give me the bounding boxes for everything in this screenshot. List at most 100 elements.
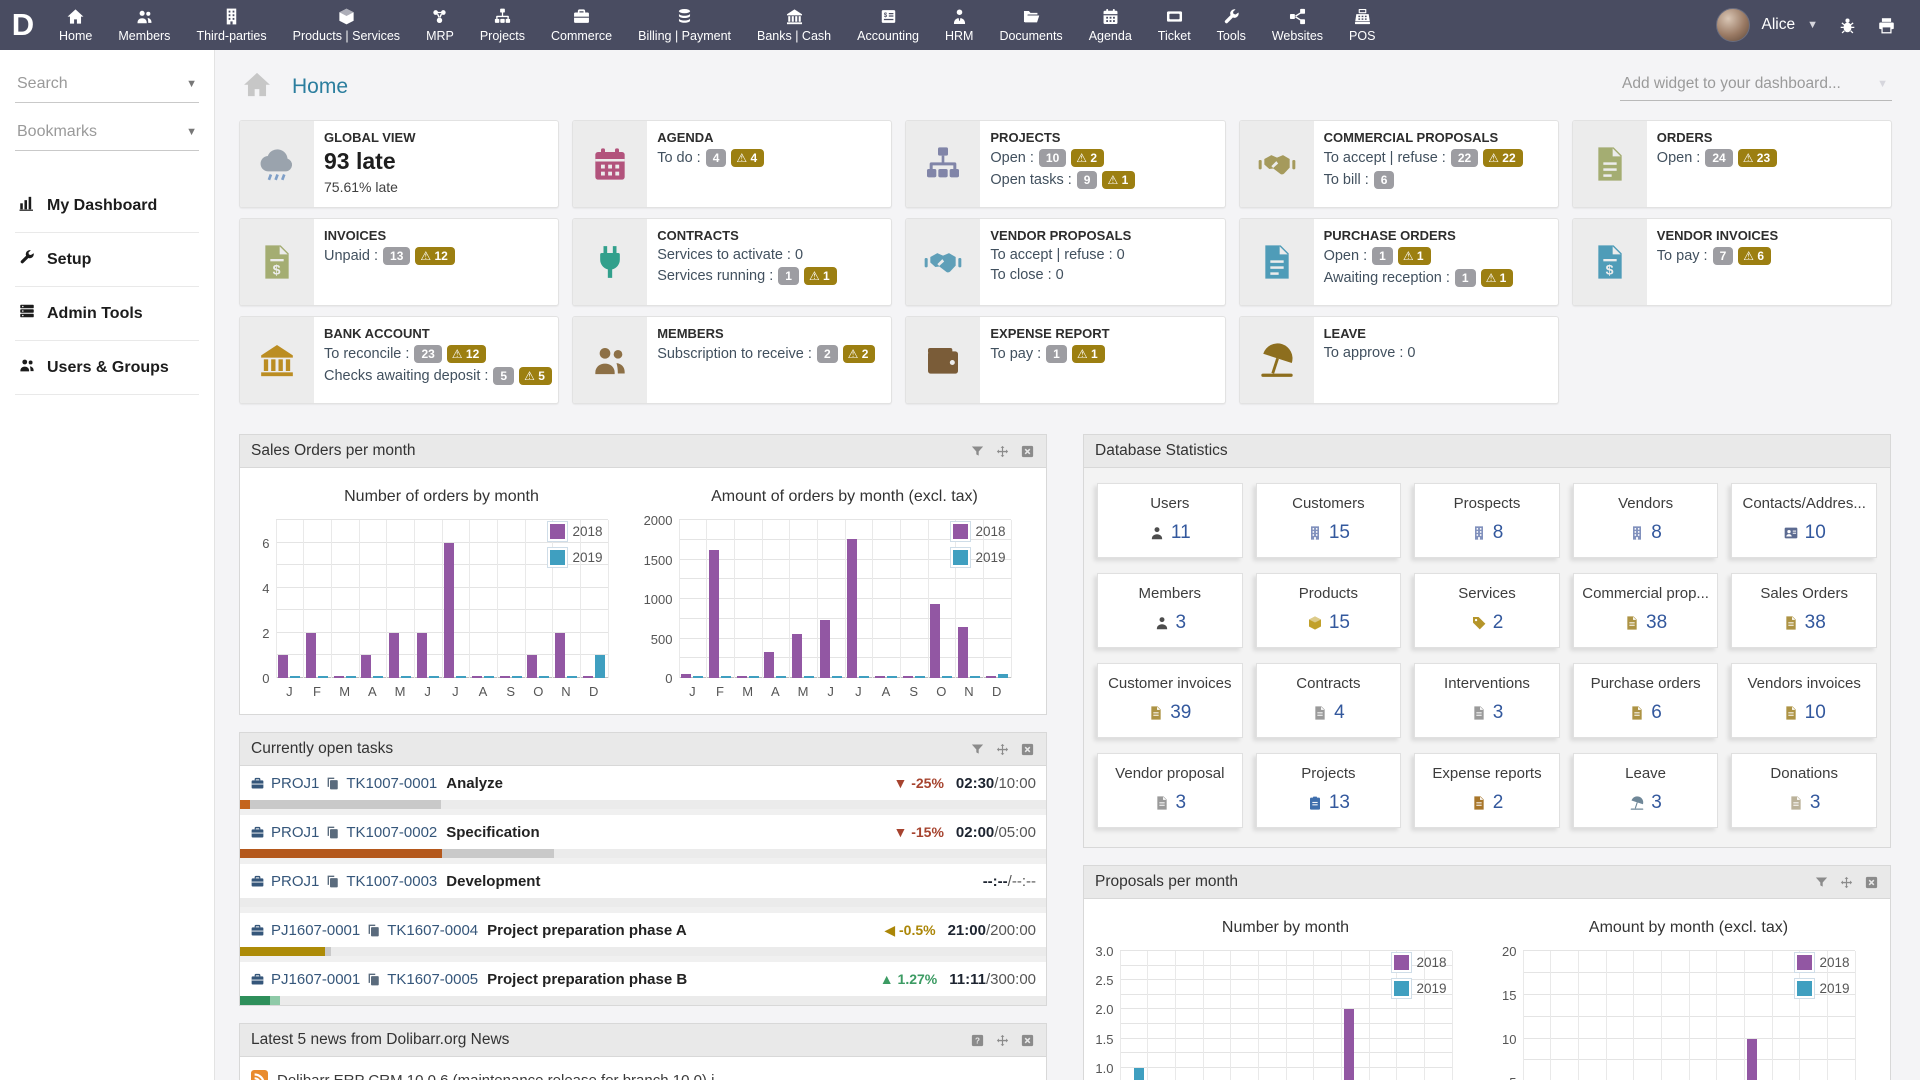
nav-item-mrp[interactable]: MRP — [413, 0, 467, 50]
warning-badge[interactable]: ⚠ 1 — [1480, 269, 1514, 287]
task-name[interactable]: Project preparation phase A — [487, 922, 687, 939]
nav-item-accounting[interactable]: $ Accounting — [844, 0, 932, 50]
task-project-link[interactable]: PJ1607-0001 — [271, 971, 361, 988]
sidebar-item-users-groups[interactable]: Users & Groups — [15, 341, 199, 395]
warning-badge[interactable]: ⚠ 2 — [842, 345, 876, 363]
search-input[interactable]: Search ▼ — [15, 70, 199, 103]
stat-contracts[interactable]: Contracts 4 — [1255, 663, 1402, 738]
printer-icon[interactable] — [1877, 16, 1896, 35]
stat-services[interactable]: Services 2 — [1414, 573, 1560, 648]
nav-item-hrm[interactable]: HRM — [932, 0, 986, 50]
user-avatar[interactable] — [1715, 8, 1750, 42]
user-menu-chevron-down-icon[interactable]: ▼ — [1807, 19, 1818, 31]
task-project-link[interactable]: PROJ1 — [271, 873, 320, 890]
kpi-purchase-orders[interactable]: PURCHASE ORDERS Open :1 ⚠ 1 Awaiting recept… — [1238, 218, 1559, 306]
nav-item-tools[interactable]: Tools — [1204, 0, 1259, 50]
nav-item-billing-payment[interactable]: Billing | Payment — [625, 0, 744, 50]
stat-members[interactable]: Members 3 — [1097, 573, 1243, 648]
stat-commercial-prop[interactable]: Commercial prop... 38 — [1572, 573, 1719, 648]
move-icon[interactable] — [995, 1033, 1010, 1048]
stat-customer-invoices[interactable]: Customer invoices 39 — [1097, 663, 1243, 738]
warning-badge[interactable]: ⚠ 4 — [731, 149, 765, 167]
warning-badge[interactable]: ⚠ 6 — [1738, 247, 1772, 265]
stat-contacts-addres[interactable]: Contacts/Addres... 10 — [1731, 483, 1877, 558]
add-widget-select[interactable]: Add widget to your dashboard... ▼ — [1620, 73, 1892, 101]
stat-leave[interactable]: Leave 3 — [1572, 753, 1719, 828]
user-name[interactable]: Alice — [1761, 16, 1796, 33]
sidebar-item-admin-tools[interactable]: Admin Tools — [15, 287, 199, 341]
move-icon[interactable] — [1839, 875, 1854, 890]
kpi-global-view[interactable]: GLOBAL VIEW 93 late 75.61% late — [239, 120, 560, 208]
task-name[interactable]: Project preparation phase B — [487, 971, 688, 988]
count-badge[interactable]: 6 — [1373, 171, 1395, 189]
warning-badge[interactable]: ⚠ 2 — [1071, 149, 1105, 167]
task-ref-link[interactable]: TK1607-0005 — [387, 971, 479, 988]
kpi-leave[interactable]: LEAVE To approve : 0 — [1238, 316, 1559, 404]
count-badge[interactable]: 1 — [1046, 345, 1067, 363]
filter-icon[interactable] — [1814, 875, 1829, 890]
filter-icon[interactable] — [970, 444, 985, 459]
task-ref-link[interactable]: TK1607-0004 — [387, 922, 479, 939]
stat-donations[interactable]: Donations 3 — [1731, 753, 1877, 828]
stat-products[interactable]: Products 15 — [1255, 573, 1402, 648]
kpi-commercial-proposals[interactable]: COMMERCIAL PROPOSALS To accept | refuse :… — [1238, 120, 1559, 208]
count-badge[interactable]: 1 — [778, 267, 799, 285]
news-item-title[interactable]: Dolibarr ERP CRM 10.0.6 (maintenance rel… — [277, 1072, 714, 1080]
nav-item-members[interactable]: Members — [105, 0, 183, 50]
stat-purchase-orders[interactable]: Purchase orders 6 — [1572, 663, 1719, 738]
kpi-members[interactable]: MEMBERS Subscription to receive :2 ⚠ 2 — [572, 316, 893, 404]
count-badge[interactable]: 24 — [1705, 149, 1733, 167]
bug-icon[interactable] — [1838, 16, 1857, 35]
kpi-orders[interactable]: ORDERS Open :24 ⚠ 23 — [1571, 120, 1892, 208]
nav-item-home[interactable]: Home — [46, 0, 105, 50]
stat-sales-orders[interactable]: Sales Orders 38 — [1731, 573, 1877, 648]
stat-expense-reports[interactable]: Expense reports 2 — [1414, 753, 1560, 828]
task-ref-link[interactable]: TK1007-0003 — [346, 873, 438, 890]
count-badge[interactable]: 2 — [816, 345, 838, 363]
help-icon[interactable]: ? — [970, 1033, 985, 1048]
warning-badge[interactable]: ⚠ 12 — [446, 345, 487, 363]
kpi-contracts[interactable]: CONTRACTS Services to activate : 0 Service… — [572, 218, 893, 306]
bookmarks-input[interactable]: Bookmarks ▼ — [15, 118, 199, 151]
count-badge[interactable]: 4 — [705, 149, 727, 167]
nav-item-projects[interactable]: Projects — [467, 0, 538, 50]
app-logo[interactable]: D — [11, 7, 35, 42]
count-badge[interactable]: 23 — [414, 345, 442, 363]
task-project-link[interactable]: PROJ1 — [271, 824, 320, 841]
warning-badge[interactable]: ⚠ 22 — [1483, 149, 1523, 167]
close-icon[interactable] — [1020, 444, 1035, 459]
nav-item-banks-cash[interactable]: Banks | Cash — [744, 0, 844, 50]
kpi-expense-report[interactable]: EXPENSE REPORT To pay :1 ⚠ 1 — [905, 316, 1226, 404]
move-icon[interactable] — [995, 742, 1010, 757]
count-badge[interactable]: 5 — [493, 367, 515, 385]
nav-item-products-services[interactable]: Products | Services — [280, 0, 413, 50]
stat-customers[interactable]: Customers 15 — [1255, 483, 1402, 558]
nav-item-agenda[interactable]: Agenda — [1076, 0, 1145, 50]
nav-item-third-parties[interactable]: Third-parties — [183, 0, 279, 50]
count-badge[interactable]: 10 — [1038, 149, 1067, 167]
nav-item-documents[interactable]: Documents — [986, 0, 1075, 50]
nav-item-ticket[interactable]: Ticket — [1145, 0, 1204, 50]
kpi-agenda[interactable]: AGENDA To do :4 ⚠ 4 — [572, 120, 893, 208]
warning-badge[interactable]: ⚠ 1 — [803, 267, 837, 285]
count-badge[interactable]: 9 — [1076, 171, 1098, 189]
count-badge[interactable]: 7 — [1712, 247, 1734, 265]
sidebar-item-setup[interactable]: Setup — [15, 233, 199, 287]
kpi-vendor-invoices[interactable]: $ VENDOR INVOICES To pay :7 ⚠ 6 — [1571, 218, 1892, 306]
stat-vendors[interactable]: Vendors 8 — [1572, 483, 1719, 558]
kpi-invoices[interactable]: $ INVOICES Unpaid :13 ⚠ 12 — [239, 218, 560, 306]
task-project-link[interactable]: PROJ1 — [271, 775, 320, 792]
nav-item-commerce[interactable]: Commerce — [538, 0, 625, 50]
task-project-link[interactable]: PJ1607-0001 — [271, 922, 361, 939]
count-badge[interactable]: 1 — [1454, 269, 1476, 287]
warning-badge[interactable]: ⚠ 12 — [415, 247, 455, 265]
nav-item-pos[interactable]: POS — [1336, 0, 1388, 50]
close-icon[interactable] — [1864, 875, 1879, 890]
task-name[interactable]: Specification — [446, 824, 540, 841]
page-title[interactable]: Home — [292, 75, 349, 98]
stat-interventions[interactable]: Interventions 3 — [1414, 663, 1560, 738]
warning-badge[interactable]: ⚠ 1 — [1071, 345, 1105, 363]
task-ref-link[interactable]: TK1007-0001 — [346, 775, 438, 792]
stat-projects[interactable]: Projects 13 — [1255, 753, 1402, 828]
kpi-projects[interactable]: PROJECTS Open :10 ⚠ 2 Open tasks :9 ⚠ 1 — [905, 120, 1226, 208]
